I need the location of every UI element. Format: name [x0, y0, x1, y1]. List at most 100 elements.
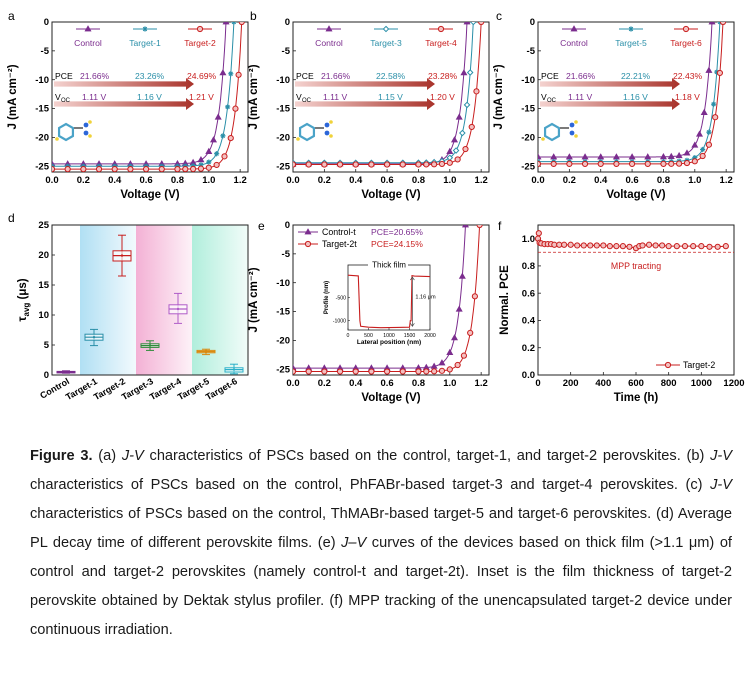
x-tick-label: 0.0 [45, 175, 58, 186]
data-point [368, 161, 375, 168]
data-point [383, 368, 391, 375]
data-point [459, 129, 466, 137]
voc-value: 1.11 V [82, 92, 106, 102]
inset-y-tick-label: -1000 [333, 319, 346, 325]
molecule-atom [329, 120, 333, 124]
data-point [700, 108, 708, 115]
data-point [438, 160, 446, 168]
trend-arrow [295, 98, 435, 110]
plot-area [538, 22, 727, 168]
x-tick-label: 1.0 [202, 175, 215, 186]
inset-profile: 0 500 1000 1500 2000 -500 -1000 Lateral positio… [324, 261, 436, 347]
data-point [660, 160, 667, 167]
data-point [593, 242, 600, 249]
data-point [468, 123, 475, 131]
x-tick-label: 0.8 [412, 175, 425, 186]
data-point [222, 22, 230, 25]
data-point [454, 361, 461, 369]
y-tick-label: -5 [282, 46, 291, 57]
x-tick-label: 0.6 [380, 175, 393, 186]
voc-label: V [296, 92, 302, 102]
caption-label: Figure 3. [30, 448, 93, 464]
caption-text: curves of the devices based on thick fil… [30, 535, 732, 638]
data-point [644, 160, 651, 168]
data-point [675, 151, 683, 159]
y-tick-label: -15 [521, 104, 535, 115]
data-point [80, 166, 87, 172]
box-mean [148, 344, 152, 347]
legend-label: Target-2 [683, 360, 715, 370]
x-tick-label: 1000 [691, 378, 712, 389]
data-point [197, 156, 205, 163]
data-point [690, 243, 697, 250]
data-point [227, 134, 234, 142]
molecule-atom [569, 122, 575, 128]
legend-marker [682, 25, 690, 33]
data-point [581, 153, 589, 160]
data-point [706, 129, 712, 135]
data-point [228, 71, 234, 77]
y-tick-label: -15 [276, 307, 290, 318]
inset-y-label: Profile (nm) [324, 281, 330, 314]
data-point [52, 166, 56, 172]
data-point [454, 156, 461, 163]
plot-area [293, 22, 485, 168]
data-point [659, 242, 666, 249]
x-tick-label: 1.0 [443, 378, 456, 389]
x-tick-label: 0.2 [318, 378, 331, 389]
data-point [695, 130, 704, 137]
molecule-atom [324, 122, 330, 128]
x-axis-label: Voltage (V) [606, 189, 665, 201]
voc-subscript: OC [61, 98, 71, 104]
x-tick-label: 1.2 [234, 175, 247, 186]
y-tick-label: -25 [276, 364, 290, 375]
figure-caption: Figure 3. (a) J-V characteristics of PSC… [30, 442, 732, 645]
data-point [293, 161, 297, 168]
inset-y-tick-label: -500 [336, 296, 346, 302]
data-point [446, 147, 454, 154]
data-point [127, 166, 134, 172]
legend-marker [304, 228, 312, 235]
x-tick-label: 0.0 [286, 175, 299, 186]
inset-title-bg [368, 261, 408, 269]
data-point [711, 101, 717, 107]
data-point [478, 22, 485, 26]
molecule-atom [88, 120, 92, 124]
trend-arrow [540, 98, 680, 110]
trend-arrow [295, 78, 435, 90]
data-point [460, 352, 468, 359]
data-point [612, 153, 620, 160]
data-point [565, 153, 573, 160]
molecule-atom [296, 137, 300, 141]
molecule-icon [541, 120, 578, 142]
trend-arrow [540, 78, 680, 90]
data-point [221, 153, 228, 160]
inset-profile-line [347, 274, 431, 329]
y-tick-label: 0.0 [522, 370, 535, 381]
data-point [639, 242, 646, 249]
data-point [580, 242, 587, 249]
caption-italic-term: J–V [341, 535, 367, 551]
data-point [714, 69, 720, 75]
molecule-atom [88, 134, 92, 138]
y-tick-label: 0 [44, 370, 49, 381]
data-point [566, 160, 573, 168]
data-point [587, 242, 594, 249]
pce-label: PCE [296, 71, 314, 81]
y-tick-label: 15 [38, 280, 49, 291]
data-point [550, 160, 557, 168]
panel-letter: c [496, 9, 502, 23]
data-point [383, 161, 391, 168]
data-point [691, 158, 698, 165]
data-point [190, 165, 197, 172]
pce-value: 23.26% [135, 71, 165, 81]
x-tick-label: 600 [628, 378, 644, 389]
y-tick-label: 5 [44, 340, 50, 351]
inset-title: Thick film [372, 261, 406, 270]
y-tick-label: -25 [35, 161, 49, 172]
x-tick-label: 0.0 [531, 175, 544, 186]
data-point [700, 146, 706, 153]
data-point [538, 160, 542, 168]
data-point [213, 161, 220, 169]
